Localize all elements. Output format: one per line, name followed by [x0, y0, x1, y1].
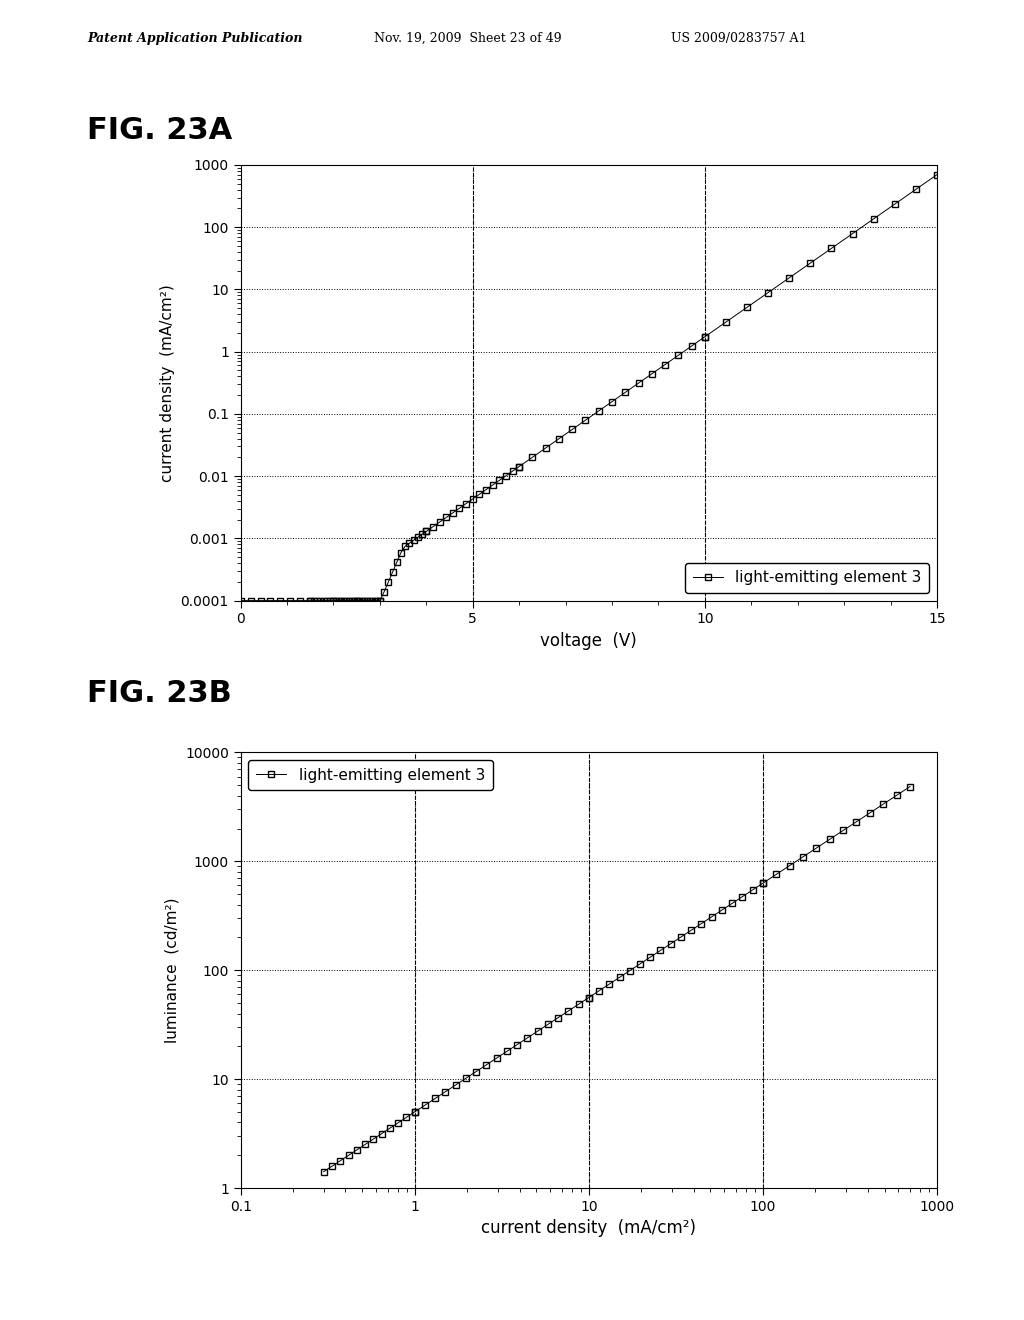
X-axis label: current density  (mA/cm²): current density (mA/cm²): [481, 1220, 696, 1237]
Text: US 2009/0283757 A1: US 2009/0283757 A1: [671, 32, 806, 45]
Legend: light-emitting element 3: light-emitting element 3: [685, 562, 930, 593]
Y-axis label: current density  (mA/cm²): current density (mA/cm²): [160, 284, 175, 482]
X-axis label: voltage  (V): voltage (V): [541, 632, 637, 649]
Text: FIG. 23B: FIG. 23B: [87, 680, 231, 709]
Text: FIG. 23A: FIG. 23A: [87, 116, 232, 145]
Text: Patent Application Publication: Patent Application Publication: [87, 32, 302, 45]
Legend: light-emitting element 3: light-emitting element 3: [248, 760, 493, 791]
Text: Nov. 19, 2009  Sheet 23 of 49: Nov. 19, 2009 Sheet 23 of 49: [374, 32, 561, 45]
Y-axis label: luminance  (cd/m²): luminance (cd/m²): [165, 898, 179, 1043]
